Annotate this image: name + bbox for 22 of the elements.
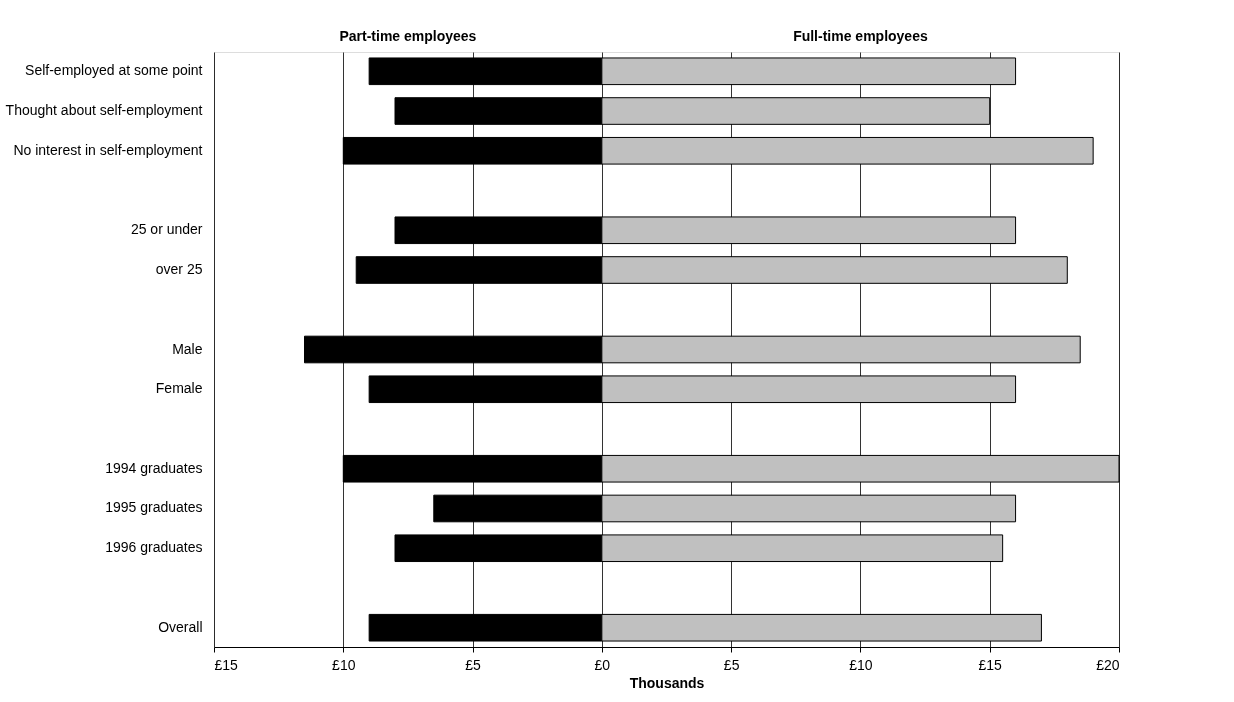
x-tick-label: £15 [978,656,1003,673]
y-tick-label: Overall [158,618,203,635]
y-tick-label: No interest in self-employment [13,141,203,158]
y-tick-label: 1996 graduates [105,539,203,556]
y-tick-label: 1995 graduates [105,499,203,516]
y-tick-label: 25 or under [130,221,203,238]
y-tick-label: Male [172,340,203,357]
y-tick-label: Female [155,380,203,397]
x-tick-label: £10 [332,656,356,673]
x-tick-label: £5 [723,656,740,673]
y-tick-label: Thought about self-employment [5,102,203,119]
x-axis-title: Thousands [629,674,705,691]
x-tick-label: £0 [594,656,611,673]
x-tick-label: £5 [465,656,482,673]
y-tick-label: over 25 [155,261,203,278]
series-label: Full-time employees [793,28,928,44]
x-tick-label: £10 [849,656,873,673]
series-label: Part-time employees [339,28,477,44]
x-tick-label: £20 [1096,656,1120,673]
y-tick-label: 1994 graduates [105,459,203,476]
x-tick-label: £15 [214,656,239,673]
y-tick-label: Self-employed at some point [25,62,203,79]
